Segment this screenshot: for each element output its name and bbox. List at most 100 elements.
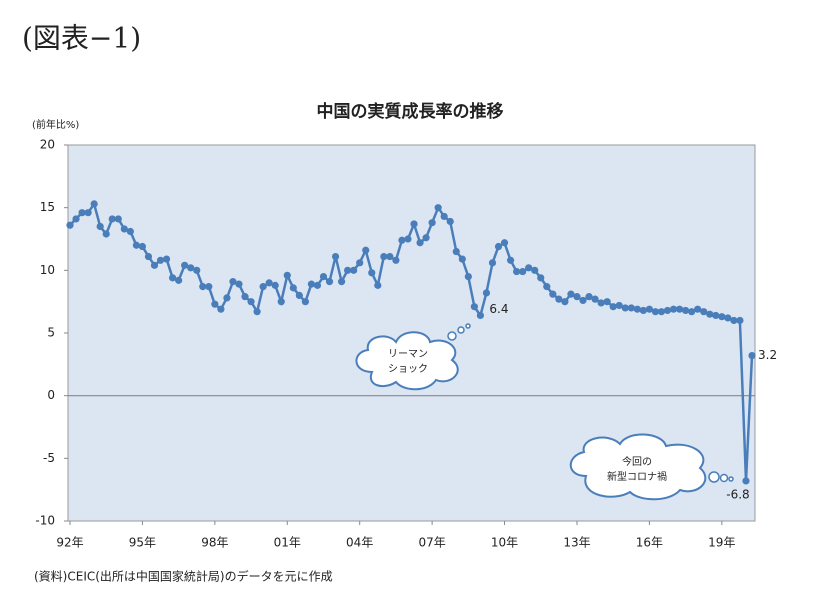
corona-cloud — [569, 433, 734, 501]
point — [344, 266, 352, 274]
point — [579, 296, 587, 305]
point — [126, 227, 134, 236]
point — [663, 306, 672, 315]
point — [72, 215, 80, 223]
point — [138, 242, 147, 251]
point — [271, 281, 279, 289]
point — [555, 295, 563, 303]
point — [301, 298, 309, 306]
point — [724, 314, 732, 322]
point — [295, 291, 303, 299]
point — [525, 264, 533, 272]
x-tick-label: 07年 — [418, 536, 445, 550]
point — [235, 280, 243, 288]
point — [217, 305, 225, 313]
point — [718, 313, 726, 321]
data-label: 6.4 — [489, 302, 508, 316]
point — [651, 308, 660, 316]
point — [410, 220, 418, 228]
point — [223, 294, 231, 302]
point — [175, 276, 183, 284]
point — [519, 267, 527, 276]
point — [193, 266, 201, 274]
point — [187, 264, 195, 272]
point — [513, 267, 521, 276]
point — [404, 235, 412, 243]
point — [549, 290, 557, 298]
point — [368, 269, 376, 277]
point — [289, 284, 297, 292]
point — [742, 477, 750, 485]
point — [313, 281, 322, 289]
data-label: 3.2 — [758, 348, 777, 362]
point — [682, 306, 690, 315]
y-tick-label: -5 — [43, 451, 55, 465]
point — [700, 308, 708, 316]
lehman-cloud — [355, 323, 471, 391]
point — [325, 278, 334, 286]
x-tick-label: 19年 — [708, 536, 735, 550]
y-tick-label: 10 — [40, 263, 55, 277]
point — [416, 239, 424, 247]
point — [657, 308, 666, 316]
x-tick-label: 10年 — [491, 536, 518, 550]
point — [603, 298, 611, 306]
point — [597, 299, 605, 307]
point — [374, 281, 382, 289]
point — [500, 239, 509, 247]
point — [440, 212, 448, 221]
point — [627, 304, 635, 312]
point — [543, 283, 551, 291]
point — [688, 308, 696, 316]
annotation: 新型コロナ禍 — [607, 470, 667, 483]
point — [736, 316, 744, 325]
point — [199, 283, 207, 291]
point — [96, 222, 104, 231]
point — [706, 310, 714, 318]
point — [229, 278, 237, 286]
point — [694, 305, 702, 313]
point — [90, 200, 98, 208]
point — [392, 256, 400, 264]
point — [169, 274, 177, 282]
point — [434, 204, 442, 212]
point — [277, 298, 285, 306]
annotation: ショック — [388, 363, 428, 375]
point — [422, 234, 430, 242]
x-tick-label: 92年 — [56, 536, 83, 550]
point — [211, 300, 219, 308]
point — [356, 259, 364, 267]
point — [398, 236, 406, 244]
x-tick-label: 98年 — [201, 536, 228, 550]
point — [319, 273, 328, 281]
point — [452, 247, 460, 256]
point — [283, 271, 291, 279]
point — [561, 298, 569, 306]
point — [494, 242, 503, 251]
point — [84, 209, 92, 217]
point — [331, 252, 340, 261]
chart-title: 中国の実質成長率の推移 — [317, 101, 504, 122]
y-tick-label: -10 — [35, 514, 55, 528]
point — [470, 303, 478, 311]
point — [350, 266, 358, 274]
point — [132, 241, 140, 249]
point — [241, 293, 249, 301]
point — [458, 255, 466, 263]
x-tick-label: 01年 — [274, 536, 301, 550]
data-label: -6.8 — [726, 487, 749, 501]
point — [156, 256, 165, 264]
point — [615, 301, 623, 310]
point — [78, 209, 86, 217]
x-tick-label: 04年 — [346, 536, 373, 550]
point — [585, 293, 593, 301]
point — [645, 305, 653, 313]
y-tick-label: 20 — [40, 138, 55, 152]
point — [205, 283, 213, 291]
point — [120, 225, 128, 233]
point — [181, 261, 189, 269]
point — [150, 261, 159, 269]
point — [108, 215, 116, 223]
point — [253, 308, 261, 316]
